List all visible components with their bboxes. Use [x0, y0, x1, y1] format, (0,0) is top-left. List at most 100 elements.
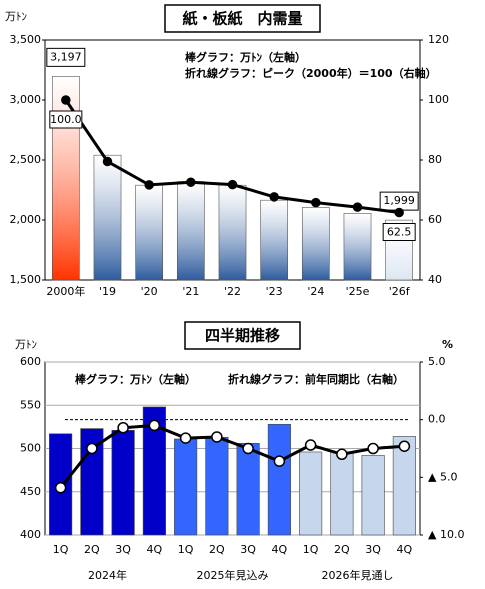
- bar: [93, 154, 122, 281]
- line-point: [367, 442, 379, 455]
- x-tick-label: 1Q: [178, 543, 194, 556]
- y-tick-label: 3,000: [10, 93, 42, 106]
- line-point: [398, 440, 411, 452]
- line-point: [311, 197, 321, 208]
- x-tick-label: '25e: [346, 285, 370, 298]
- bar: [267, 423, 291, 536]
- line-point: [352, 202, 363, 212]
- y2-tick-label: 120: [428, 33, 449, 46]
- line-point: [144, 180, 154, 190]
- x-tick-label: 3Q: [365, 543, 381, 556]
- y2-tick-label: 5.0: [428, 355, 446, 368]
- legend-entry: 棒グラフ：万ﾄﾝ（左軸）: [185, 50, 306, 64]
- bar: [392, 436, 416, 536]
- bar: [111, 430, 135, 536]
- bar: [218, 184, 247, 281]
- y2-tick-label: 0.0: [428, 413, 446, 426]
- bar: [236, 443, 260, 536]
- legend-entry: 折れ線グラフ：ピーク（2000年）＝100（右軸）: [185, 66, 437, 80]
- value-label-box: [382, 223, 416, 241]
- y-tick-label: 450: [20, 485, 41, 498]
- y2-unit: %: [442, 338, 453, 351]
- line-point: [186, 177, 196, 187]
- bar: [135, 184, 164, 281]
- x-tick-label: '26f: [389, 285, 411, 298]
- chart-title: 紙・板紙 内需量: [182, 10, 302, 28]
- bar: [260, 199, 289, 281]
- y-tick-label: 400: [20, 528, 41, 541]
- group-label: 2025年見込み: [197, 568, 269, 582]
- value-label: 62.5: [387, 226, 412, 239]
- x-tick-label: 1Q: [303, 543, 319, 556]
- y-unit: 万ﾄﾝ: [15, 338, 37, 351]
- group-label: 2024年: [88, 568, 127, 582]
- line-point: [269, 192, 279, 202]
- y-tick-label: 2,000: [10, 213, 42, 226]
- chart-title: 四半期推移: [205, 327, 280, 345]
- x-tick-label: '24: [307, 285, 324, 298]
- line-point: [102, 156, 113, 167]
- y-unit: 万ﾄﾝ: [5, 10, 27, 23]
- line-point: [227, 179, 238, 190]
- x-tick-label: 4Q: [147, 543, 163, 556]
- x-tick-label: 1Q: [53, 543, 69, 556]
- bar: [361, 455, 385, 536]
- value-label: 1,999: [383, 194, 415, 207]
- y-tick-label: 3,500: [10, 33, 42, 46]
- line-point: [61, 95, 71, 105]
- line-point: [148, 419, 161, 432]
- y-tick-label: 2,500: [10, 153, 42, 166]
- value-label: 100.0: [50, 113, 82, 126]
- title-box: [184, 321, 301, 350]
- line-point: [179, 432, 192, 444]
- y2-tick-label: 80: [428, 153, 442, 166]
- value-label-box: [49, 110, 83, 129]
- x-tick-label: '23: [266, 285, 283, 298]
- x-tick-label: '19: [99, 285, 116, 298]
- bar: [205, 436, 229, 536]
- x-tick-label: 2000年: [46, 284, 85, 298]
- legend-entry: 折れ線グラフ：前年同期比（右軸）: [228, 372, 404, 386]
- line-point: [336, 448, 348, 461]
- bar: [142, 406, 166, 536]
- y-tick-label: 600: [20, 355, 41, 368]
- y2-tick-label: 100: [428, 93, 449, 106]
- title-box: [164, 4, 321, 33]
- x-tick-label: 3Q: [115, 543, 131, 556]
- bar: [51, 76, 80, 281]
- line-point: [54, 481, 67, 494]
- x-tick-label: 3Q: [240, 543, 256, 556]
- x-tick-label: '20: [141, 285, 158, 298]
- value-label-box: [46, 47, 86, 67]
- line-point: [304, 439, 317, 451]
- bar: [299, 451, 323, 536]
- y2-tick-label: 40: [428, 273, 442, 286]
- line-point: [273, 455, 286, 467]
- y-tick-label: 1,500: [10, 273, 42, 286]
- line-point: [86, 442, 98, 455]
- x-tick-label: 2Q: [84, 543, 100, 556]
- bar: [174, 438, 198, 536]
- line-point: [211, 431, 223, 443]
- bar: [343, 213, 372, 281]
- x-tick-label: 4Q: [397, 543, 413, 556]
- x-tick-label: '22: [224, 285, 241, 298]
- x-tick-label: 2Q: [334, 543, 350, 556]
- x-tick-label: 4Q: [272, 543, 288, 556]
- legend-entry: 棒グラフ：万ﾄﾝ（左軸）: [75, 372, 196, 386]
- line-point: [117, 421, 129, 434]
- y-tick-label: 500: [20, 442, 41, 455]
- line-point: [394, 207, 404, 218]
- y2-tick-label: 60: [428, 213, 442, 226]
- bar: [301, 207, 330, 281]
- line-point: [242, 442, 254, 455]
- bar: [176, 181, 205, 281]
- y-tick-label: 550: [20, 398, 41, 411]
- group-label: 2026年見通し: [322, 568, 394, 582]
- x-tick-label: 2Q: [209, 543, 225, 556]
- bar: [330, 451, 354, 536]
- y2-tick-label: ▲ 5.0: [428, 470, 457, 483]
- value-label: 3,197: [50, 50, 82, 63]
- y2-tick-label: ▲ 10.0: [428, 528, 464, 541]
